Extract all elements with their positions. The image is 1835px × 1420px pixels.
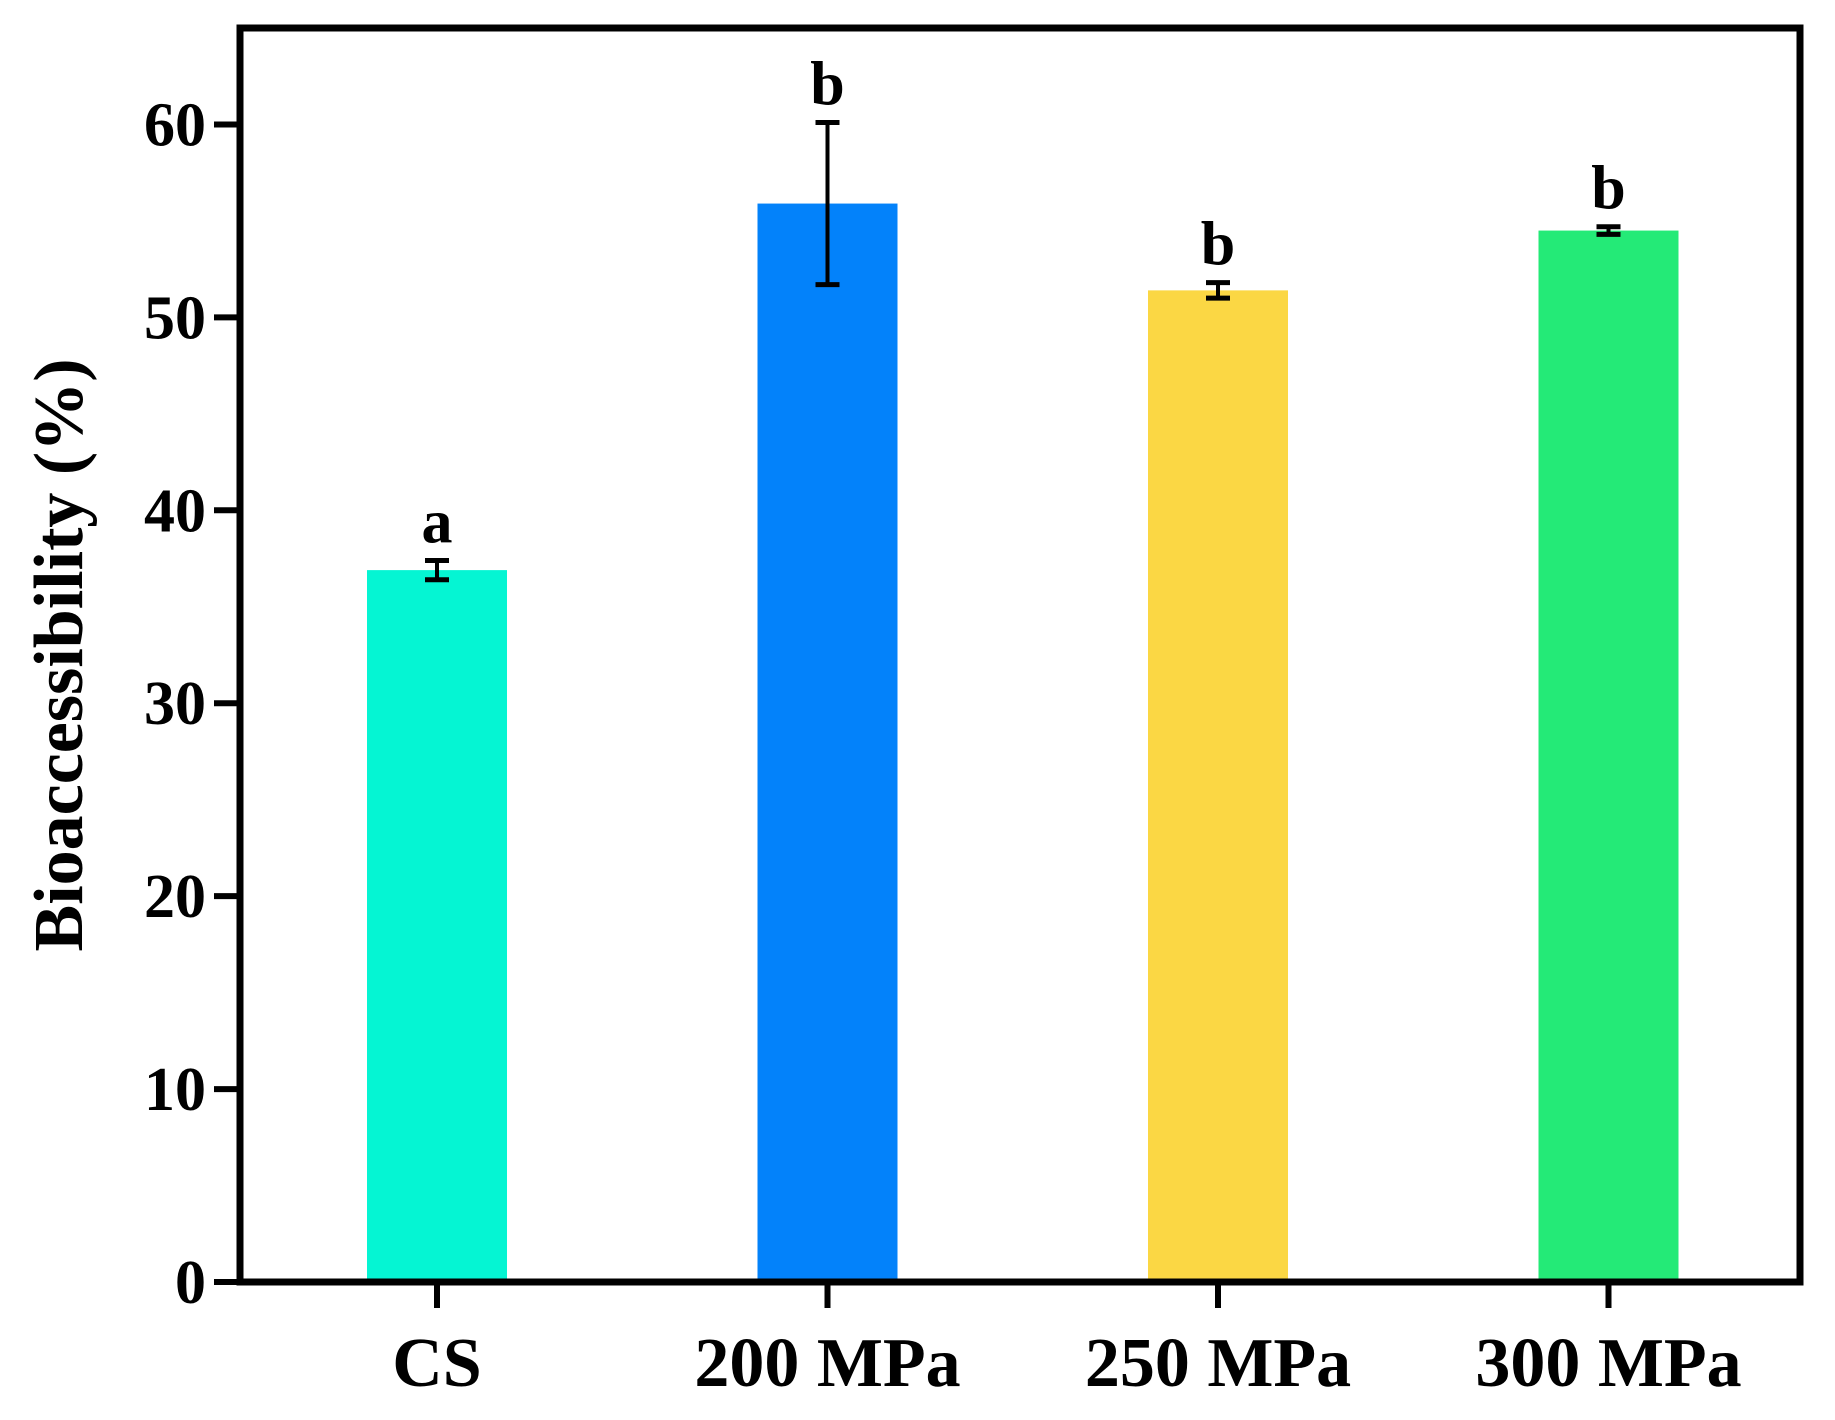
plot-frame [236, 24, 1804, 1286]
x-tick-label-1: CS [392, 1325, 481, 1402]
significance-label-4: b [1591, 155, 1625, 223]
error-bars-layer [425, 120, 1621, 583]
bar-3 [1148, 290, 1288, 1283]
significance-label-1: a [422, 488, 453, 556]
x-tick-label-4: 300 MPa [1475, 1325, 1741, 1402]
significance-label-2: b [810, 51, 844, 119]
error-bar-3 [1206, 280, 1230, 301]
axes-layer: 0 10 20 30 40 50 60 CS 200 MPa 250 MPa 300 MPa [144, 24, 1804, 1402]
x-tick-label-2: 200 MPa [694, 1325, 960, 1402]
bar-4 [1538, 230, 1679, 1283]
y-tick-label-10: 10 [144, 1056, 206, 1124]
x-tick-label-3: 250 MPa [1085, 1325, 1351, 1402]
y-tick-label-50: 50 [144, 284, 206, 352]
significance-labels-layer: a b b b [422, 51, 1626, 557]
bars-layer [367, 203, 1679, 1283]
error-bar-2 [815, 120, 840, 288]
y-tick-label-30: 30 [144, 670, 206, 738]
error-bar-1 [425, 557, 449, 583]
y-tick-label-40: 40 [144, 477, 206, 545]
error-bar-4 [1596, 224, 1621, 237]
significance-label-3: b [1201, 211, 1235, 279]
y-axis-title: Bioaccessibility (%) [21, 359, 98, 952]
y-tick-label-20: 20 [144, 863, 206, 931]
y-tick-label-60: 60 [144, 91, 206, 159]
bar-2 [757, 203, 898, 1282]
bar-1 [367, 570, 507, 1282]
y-tick-label-0: 0 [175, 1249, 206, 1317]
